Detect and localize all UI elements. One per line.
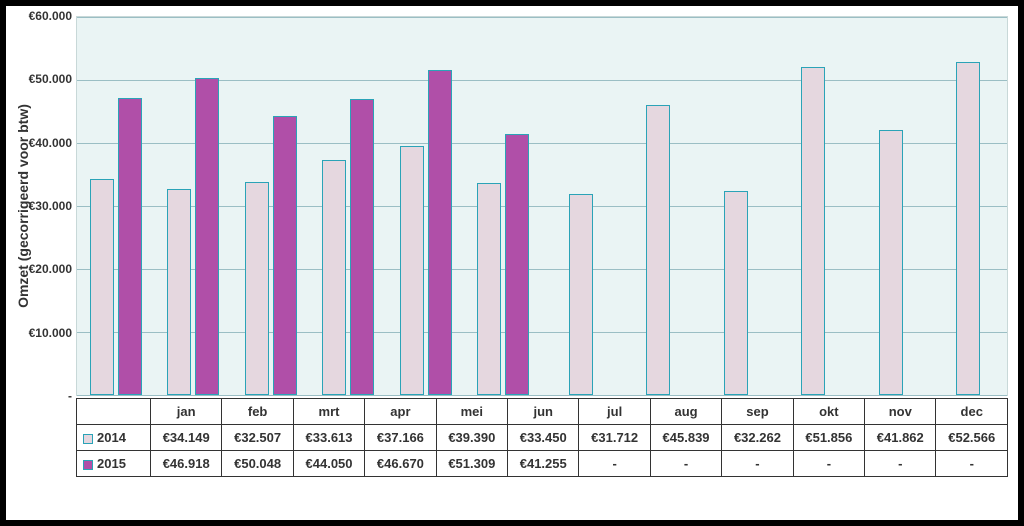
month-slot <box>77 17 154 395</box>
table-cell: €37.166 <box>365 425 436 451</box>
table-cell: €41.255 <box>508 451 579 477</box>
table-header-month: jan <box>151 399 222 425</box>
bar-2015 <box>350 99 374 395</box>
bar-2015 <box>505 134 529 395</box>
table-cell: - <box>722 451 793 477</box>
chart-frame: Omzet (gecorrigeerd voor btw) -€10.000€2… <box>0 0 1024 526</box>
table-header-month: apr <box>365 399 436 425</box>
bar-2014 <box>477 183 501 395</box>
y-tick-label: €40.000 <box>29 136 72 150</box>
table-corner <box>77 399 151 425</box>
month-slot <box>542 17 619 395</box>
bar-2015 <box>273 116 297 395</box>
table-header-month: jun <box>508 399 579 425</box>
table-cell: €32.507 <box>222 425 293 451</box>
table-cell: €46.918 <box>151 451 222 477</box>
table-header-month: okt <box>793 399 864 425</box>
month-slot <box>620 17 697 395</box>
table-series-label: 2014 <box>77 425 151 451</box>
month-slot <box>852 17 929 395</box>
table-cell: €44.050 <box>293 451 364 477</box>
table-cell: €45.839 <box>650 425 721 451</box>
table-cell: €46.670 <box>365 451 436 477</box>
bar-2014 <box>245 182 269 395</box>
table-cell: - <box>936 451 1008 477</box>
series-name: 2015 <box>97 456 126 471</box>
table-cell: €33.613 <box>293 425 364 451</box>
bar-2014 <box>801 67 825 395</box>
gridline <box>77 395 1007 396</box>
table-header-month: jul <box>579 399 650 425</box>
bar-2014 <box>167 189 191 395</box>
table-cell: - <box>865 451 936 477</box>
bar-2015 <box>118 98 142 395</box>
table-cell: €52.566 <box>936 425 1008 451</box>
bar-2014 <box>956 62 980 395</box>
month-slot <box>465 17 542 395</box>
month-slot <box>310 17 387 395</box>
legend-swatch <box>83 460 93 470</box>
table-cell: €33.450 <box>508 425 579 451</box>
month-slot <box>697 17 774 395</box>
bar-2014 <box>400 146 424 395</box>
series-name: 2014 <box>97 430 126 445</box>
y-axis-labels: -€10.000€20.000€30.000€40.000€50.000€60.… <box>36 16 76 396</box>
bar-2015 <box>195 78 219 395</box>
table-cell: - <box>793 451 864 477</box>
table-cell: €32.262 <box>722 425 793 451</box>
y-tick-label: - <box>68 389 72 403</box>
table-series-label: 2015 <box>77 451 151 477</box>
legend-swatch <box>83 434 93 444</box>
table-header-month: aug <box>650 399 721 425</box>
bar-2014 <box>879 130 903 395</box>
table-cell: - <box>579 451 650 477</box>
table-header-month: feb <box>222 399 293 425</box>
month-slot <box>930 17 1007 395</box>
y-tick-label: €30.000 <box>29 199 72 213</box>
bar-2014 <box>90 179 114 395</box>
table-header-month: mei <box>436 399 507 425</box>
bar-2014 <box>724 191 748 395</box>
month-slot <box>775 17 852 395</box>
table-cell: €51.856 <box>793 425 864 451</box>
month-slot <box>387 17 464 395</box>
y-tick-label: €20.000 <box>29 262 72 276</box>
table-cell: €34.149 <box>151 425 222 451</box>
table-header-month: mrt <box>293 399 364 425</box>
bar-2015 <box>428 70 452 395</box>
table-cell: €31.712 <box>579 425 650 451</box>
month-slot <box>154 17 231 395</box>
y-tick-label: €10.000 <box>29 326 72 340</box>
table-cell: - <box>650 451 721 477</box>
table-cell: €41.862 <box>865 425 936 451</box>
data-table: janfebmrtaprmeijunjulaugsepoktnovdec 2014… <box>76 398 1008 477</box>
y-tick-label: €60.000 <box>29 9 72 23</box>
table-cell: €51.309 <box>436 451 507 477</box>
chart-plot-area <box>76 16 1008 396</box>
bar-2014 <box>569 194 593 395</box>
table-header-month: sep <box>722 399 793 425</box>
table-header-month: nov <box>865 399 936 425</box>
month-slot <box>232 17 309 395</box>
bar-2014 <box>646 105 670 395</box>
bar-2014 <box>322 160 346 395</box>
table-header-month: dec <box>936 399 1008 425</box>
table-cell: €50.048 <box>222 451 293 477</box>
table-cell: €39.390 <box>436 425 507 451</box>
y-tick-label: €50.000 <box>29 72 72 86</box>
